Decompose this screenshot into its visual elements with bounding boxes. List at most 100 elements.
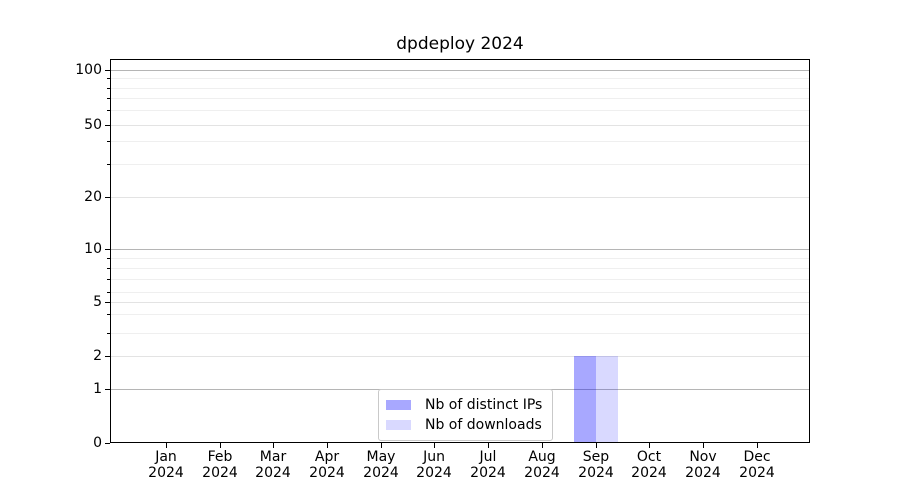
x-tick-label: Apr 2024: [287, 449, 367, 481]
gridline-major: [111, 356, 809, 357]
x-tick-month: Apr: [314, 449, 340, 465]
gridline-minor: [111, 268, 809, 269]
x-tick-year: 2024: [470, 465, 506, 481]
y-minor-tick: [107, 88, 110, 89]
y-tick-label: 10: [84, 241, 102, 257]
y-minor-tick: [107, 333, 110, 334]
x-tick-year: 2024: [578, 465, 614, 481]
x-tick-month: Jul: [479, 449, 497, 465]
gridline-minor: [111, 279, 809, 280]
legend-swatch-distinct-ips: [386, 400, 411, 410]
gridline-major: [111, 70, 809, 71]
y-tick: [105, 356, 110, 357]
plot-area: [110, 59, 810, 443]
x-tick: [542, 443, 543, 448]
x-tick-year: 2024: [416, 465, 452, 481]
y-minor-tick: [107, 279, 110, 280]
x-tick: [649, 443, 650, 448]
gridline-minor: [111, 141, 809, 142]
x-tick: [166, 443, 167, 448]
y-tick-label: 100: [75, 62, 102, 78]
y-tick: [105, 302, 110, 303]
y-minor-tick: [107, 292, 110, 293]
y-minor-tick: [107, 78, 110, 79]
y-tick: [105, 125, 110, 126]
gridline-minor: [111, 98, 809, 99]
x-tick-year: 2024: [255, 465, 291, 481]
x-tick-month: Dec: [743, 449, 771, 465]
legend-swatch-downloads: [386, 420, 411, 430]
x-tick-label: May 2024: [341, 449, 421, 481]
x-tick-year: 2024: [148, 465, 184, 481]
legend-item-distinct-ips: Nb of distinct IPs: [386, 395, 542, 415]
x-tick-month: Oct: [636, 449, 662, 465]
x-tick-month: Feb: [207, 449, 233, 465]
y-tick-label: 0: [93, 435, 102, 451]
x-tick-year: 2024: [202, 465, 238, 481]
x-tick-month: Sep: [582, 449, 610, 465]
gridline-minor: [111, 164, 809, 165]
x-tick: [596, 443, 597, 448]
x-tick-label: Sep 2024: [556, 449, 636, 481]
x-tick: [327, 443, 328, 448]
legend-label-distinct-ips: Nb of distinct IPs: [425, 397, 543, 413]
x-tick-label: Feb 2024: [180, 449, 260, 481]
chart-title: dpdeploy 2024: [396, 34, 524, 54]
x-tick-year: 2024: [309, 465, 345, 481]
x-tick-label: Dec 2024: [717, 449, 797, 481]
x-tick-label: Jul 2024: [448, 449, 528, 481]
y-minor-tick: [107, 268, 110, 269]
gridline-major: [111, 302, 809, 303]
x-tick: [273, 443, 274, 448]
y-minor-tick: [107, 164, 110, 165]
x-tick-month: Jun: [423, 449, 445, 465]
x-tick-year: 2024: [739, 465, 775, 481]
x-tick: [488, 443, 489, 448]
gridline-major: [111, 125, 809, 126]
x-tick-month: Aug: [528, 449, 556, 465]
gridline-minor: [111, 314, 809, 315]
x-tick: [220, 443, 221, 448]
y-tick: [105, 197, 110, 198]
gridline-minor: [111, 333, 809, 334]
x-tick-month: May: [366, 449, 396, 465]
gridline-minor: [111, 88, 809, 89]
y-tick-label: 5: [93, 294, 102, 310]
x-tick-year: 2024: [363, 465, 399, 481]
y-minor-tick: [107, 258, 110, 259]
y-minor-tick: [107, 98, 110, 99]
x-tick-year: 2024: [631, 465, 667, 481]
gridline-minor: [111, 110, 809, 111]
x-tick-month: Mar: [259, 449, 287, 465]
x-tick-year: 2024: [524, 465, 560, 481]
y-tick: [105, 389, 110, 390]
y-tick: [105, 443, 110, 444]
x-tick-year: 2024: [685, 465, 721, 481]
gridline-major: [111, 249, 809, 250]
gridline-minor: [111, 292, 809, 293]
x-tick-label: Aug 2024: [502, 449, 582, 481]
x-tick-month: Nov: [689, 449, 717, 465]
y-tick: [105, 70, 110, 71]
x-tick: [381, 443, 382, 448]
y-tick-label: 20: [84, 189, 102, 205]
gridline-minor: [111, 258, 809, 259]
legend-item-downloads: Nb of downloads: [386, 415, 542, 435]
x-tick-month: Jan: [155, 449, 177, 465]
y-minor-tick: [107, 141, 110, 142]
x-tick-label: Oct 2024: [609, 449, 689, 481]
gridline-minor: [111, 78, 809, 79]
x-tick-label: Nov 2024: [663, 449, 743, 481]
bar-series-0: [574, 356, 596, 442]
y-minor-tick: [107, 314, 110, 315]
gridline-major: [111, 197, 809, 198]
x-tick-label: Mar 2024: [233, 449, 313, 481]
y-minor-tick: [107, 110, 110, 111]
x-tick-label: Jan 2024: [126, 449, 206, 481]
legend: Nb of distinct IPs Nb of downloads: [378, 389, 554, 441]
y-tick-label: 1: [93, 381, 102, 397]
bar-series-1: [596, 356, 618, 442]
y-tick-label: 2: [93, 348, 102, 364]
y-tick-label: 50: [84, 117, 102, 133]
